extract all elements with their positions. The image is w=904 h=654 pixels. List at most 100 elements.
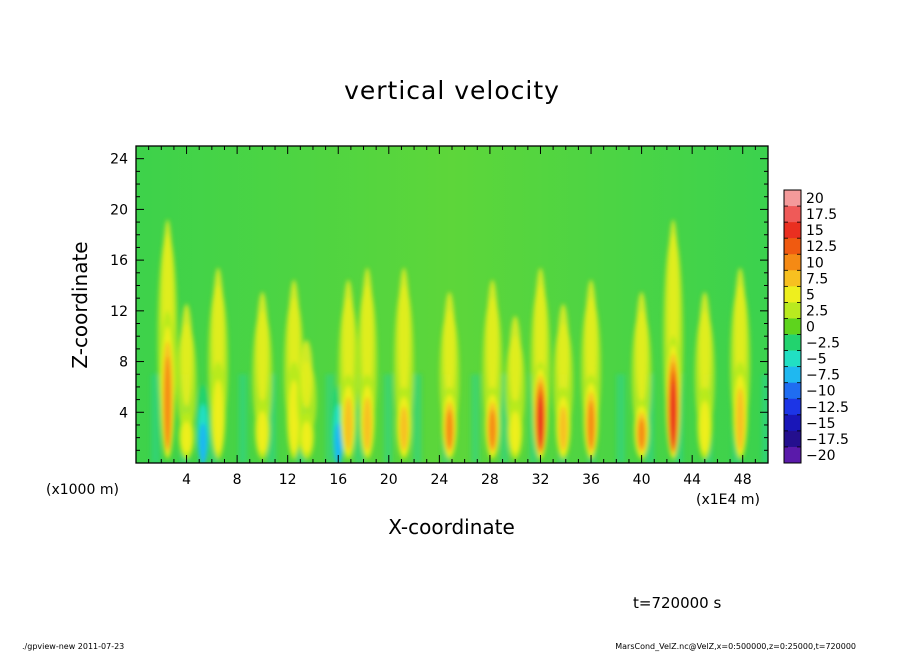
colorbar-swatch [784,318,801,335]
updraft-core [301,421,312,454]
downdraft-core [335,441,341,463]
downdraft-lane [151,374,161,463]
downdraft-lane [267,374,277,463]
plot-area [136,146,768,463]
colorbar-swatch [784,334,801,351]
y-tick-label: 12 [110,304,128,320]
x-tick-label: 36 [582,472,600,488]
downdraft-lane [412,374,422,463]
colorbar-label: −10 [806,384,836,400]
x-tick-label: 20 [380,472,398,488]
colorbar-swatch [784,222,801,239]
colorbar: 2017.51512.5107.552.50−2.5−5−7.5−10−12.5… [783,189,849,464]
colorbar-label: 2.5 [806,303,828,319]
updraft-core [587,400,595,450]
colorbar-swatch [784,254,801,271]
colorbar-label: −12.5 [806,400,849,416]
downdraft-lane [354,374,364,463]
updraft-core [344,397,353,451]
updraft-core [489,409,496,450]
y-tick-label: 8 [119,355,128,371]
colorbar-label: 0 [806,320,815,336]
updraft-plume [342,279,355,406]
updraft-core [670,380,676,448]
updraft-plume [256,291,269,406]
colorbar-label: −7.5 [806,368,840,384]
updraft-core [510,411,521,454]
footer-right: MarsCond_VelZ.nc@VelZ,x=0:500000,z=0:250… [615,642,856,651]
updraft-plume [361,267,374,405]
downdraft-lane [383,374,393,463]
colorbar-label: 15 [806,223,824,239]
x-tick-label: 24 [430,472,448,488]
colorbar-label: 20 [806,191,824,207]
updraft-core [537,396,544,448]
updraft-plume [180,303,193,407]
colorbar-label: 17.5 [806,207,837,223]
downdraft-lane [645,374,655,463]
colorbar-swatch [784,206,801,223]
updraft-core [257,411,268,454]
updraft-core [213,379,224,454]
x-tick-label: 44 [683,472,701,488]
updraft-plume [635,291,648,406]
downdraft-lane [616,374,626,463]
heatmap-cells [151,219,768,463]
y-tick-label: 20 [110,202,128,218]
colorbar-swatch [784,238,801,255]
colorbar-label: −5 [806,352,827,368]
y-tick-label: 24 [110,152,128,168]
colorbar-label: −20 [806,448,836,464]
colorbar-swatch [784,270,801,287]
updraft-core [559,406,568,451]
colorbar-swatch [784,350,801,367]
downdraft-core [200,441,206,463]
colorbar-swatch [784,398,801,416]
colorbar-label: −15 [806,416,836,432]
updraft-plume [443,291,456,406]
downdraft-lane [470,374,480,463]
downdraft-lane [761,374,768,463]
colorbar-label: 10 [806,255,824,271]
colorbar-swatch [784,302,801,319]
x-tick-label: 48 [734,472,752,488]
colorbar-frame [783,189,802,464]
updraft-core [288,379,300,454]
colorbar-swatch [784,430,801,448]
updraft-core [736,387,745,451]
x-tick-label: 8 [233,472,242,488]
updraft-plume [486,279,499,406]
colorbar-swatch [784,414,801,432]
downdraft-lane [325,374,335,463]
x-tick-label: 12 [279,472,297,488]
y-tick-label: 16 [110,253,128,269]
colorbar-label: −17.5 [806,432,849,448]
updraft-core [699,400,710,454]
colorbar-swatch [784,286,801,303]
colorbar-label: 5 [806,287,815,303]
x-tick-label: 4 [182,472,191,488]
updraft-plume [509,315,522,408]
colorbar-swatch [784,446,801,464]
time-annotation: t=720000 s [633,594,722,612]
x-tick-label: 32 [532,472,550,488]
downdraft-lane [238,374,248,463]
updraft-plume [397,267,410,405]
x-axis-label: X-coordinate [388,515,515,539]
updraft-core [181,421,192,454]
updraft-plume [698,291,711,406]
x-tick-label: 28 [481,472,499,488]
downdraft-lane [500,374,509,463]
updraft-core [446,409,453,450]
updraft-core [164,356,171,450]
updraft-core [363,397,372,451]
updraft-plume [557,303,570,407]
colorbar-swatch [784,366,801,384]
x-tick-label: 16 [329,472,347,488]
chart-title: vertical velocity [344,76,560,105]
colorbar-label: −2.5 [806,336,840,352]
updraft-core [638,418,645,450]
x-tick-label: 40 [633,472,651,488]
